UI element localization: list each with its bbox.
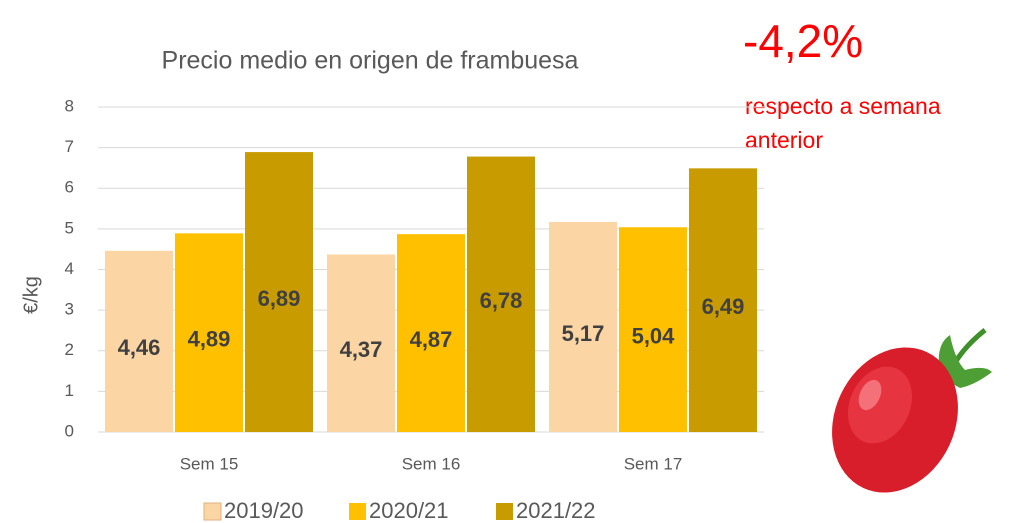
x-tick-label: Sem 16 — [402, 454, 461, 473]
y-tick-label: 7 — [65, 137, 74, 156]
y-tick-label: 0 — [65, 421, 74, 440]
legend-label: 2019/20 — [224, 498, 304, 523]
chart-title: Precio medio en origen de frambuesa — [162, 47, 579, 75]
bar — [549, 221, 617, 432]
bar — [245, 152, 313, 432]
value-label: 4,46 — [118, 335, 161, 360]
annotation: respecto a semana — [745, 93, 941, 119]
legend-swatch — [349, 503, 366, 520]
y-tick-label: 2 — [65, 340, 74, 359]
y-axis-label: €/kg — [20, 276, 42, 314]
value-label: 4,89 — [188, 326, 231, 351]
value-label: 4,37 — [340, 337, 383, 362]
legend-swatch — [496, 503, 513, 520]
y-tick-label: 3 — [65, 300, 74, 319]
annotation: -4,2% — [743, 15, 863, 67]
bar — [175, 233, 243, 432]
y-tick-label: 4 — [65, 259, 74, 278]
legend-swatch — [203, 502, 222, 521]
annotation: anterior — [745, 127, 823, 153]
bar — [689, 168, 757, 432]
bar — [397, 234, 465, 432]
bar — [327, 254, 395, 432]
y-tick-label: 1 — [65, 381, 74, 400]
x-tick-label: Sem 17 — [624, 454, 683, 473]
raspberry-icon — [832, 328, 992, 493]
value-label: 4,87 — [410, 327, 453, 352]
value-label: 6,89 — [258, 286, 301, 311]
x-tick-label: Sem 15 — [180, 454, 239, 473]
bar — [105, 250, 173, 432]
legend-label: 2021/22 — [516, 498, 596, 523]
bar — [619, 227, 687, 432]
value-label: 6,49 — [702, 294, 745, 319]
value-label: 5,04 — [632, 323, 676, 348]
bar — [467, 156, 535, 432]
y-tick-label: 8 — [65, 96, 74, 115]
y-tick-label: 6 — [65, 178, 74, 197]
value-label: 5,17 — [562, 321, 605, 346]
y-tick-label: 5 — [65, 218, 74, 237]
value-label: 6,78 — [480, 288, 523, 313]
legend-label: 2020/21 — [369, 498, 449, 523]
